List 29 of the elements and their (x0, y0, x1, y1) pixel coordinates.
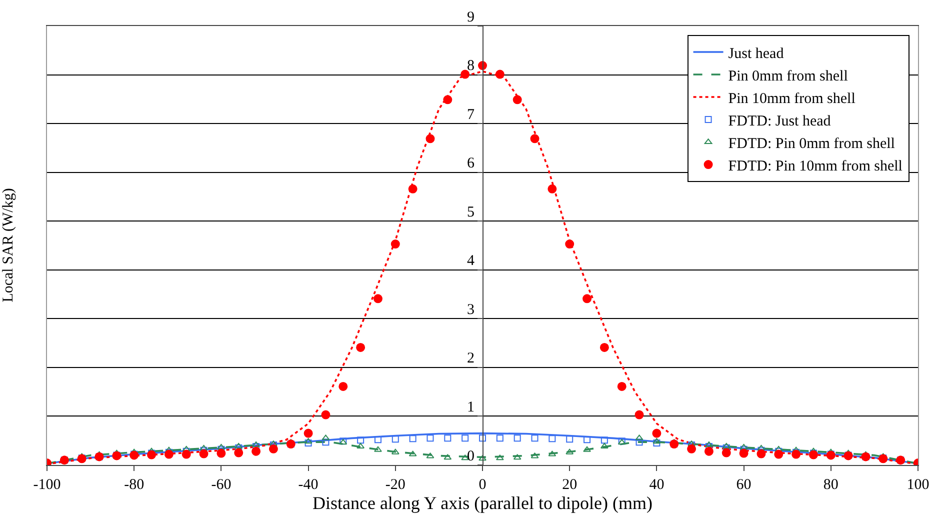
y-axis-title: Local SAR (W/kg) (0, 188, 16, 302)
x-tick-label: 0 (478, 477, 486, 493)
y-tick-label: 9 (467, 9, 474, 26)
legend-label: FDTD: Pin 0mm from shell (728, 136, 895, 152)
legend-label: Pin 10mm from shell (728, 90, 856, 107)
x-tick-label: -80 (124, 477, 144, 493)
y-tick-label: 7 (467, 106, 475, 123)
y-tick-label: 0 (467, 448, 474, 464)
legend-label: FDTD: Just head (728, 113, 832, 130)
y-tick-label: 8 (467, 58, 474, 74)
x-tick-label: -60 (211, 477, 232, 493)
x-tick-label: 100 (906, 477, 930, 493)
x-tick-label: 20 (562, 477, 578, 493)
legend-label: FDTD: Pin 10mm from shell (728, 158, 902, 174)
x-tick-label: -100 (33, 477, 61, 493)
legend-label: Pin 0mm from shell (728, 68, 848, 84)
x-axis-title: Distance along Y axis (parallel to dipole) (mm) (312, 493, 653, 514)
x-tick-label: -40 (298, 477, 318, 493)
x-tick-label: -20 (385, 477, 406, 493)
y-tick-label: 2 (467, 350, 474, 367)
x-tick-label: 60 (736, 477, 752, 493)
x-tick-label: 80 (823, 477, 838, 493)
y-tick-label: 3 (467, 302, 474, 318)
legend-label: Just head (728, 46, 784, 62)
y-tick-label: 6 (467, 156, 475, 172)
x-tick-label: 40 (649, 477, 664, 493)
y-tick-label: 1 (467, 399, 474, 416)
y-tick-label: 5 (467, 204, 474, 220)
y-tick-label: 4 (467, 253, 475, 270)
